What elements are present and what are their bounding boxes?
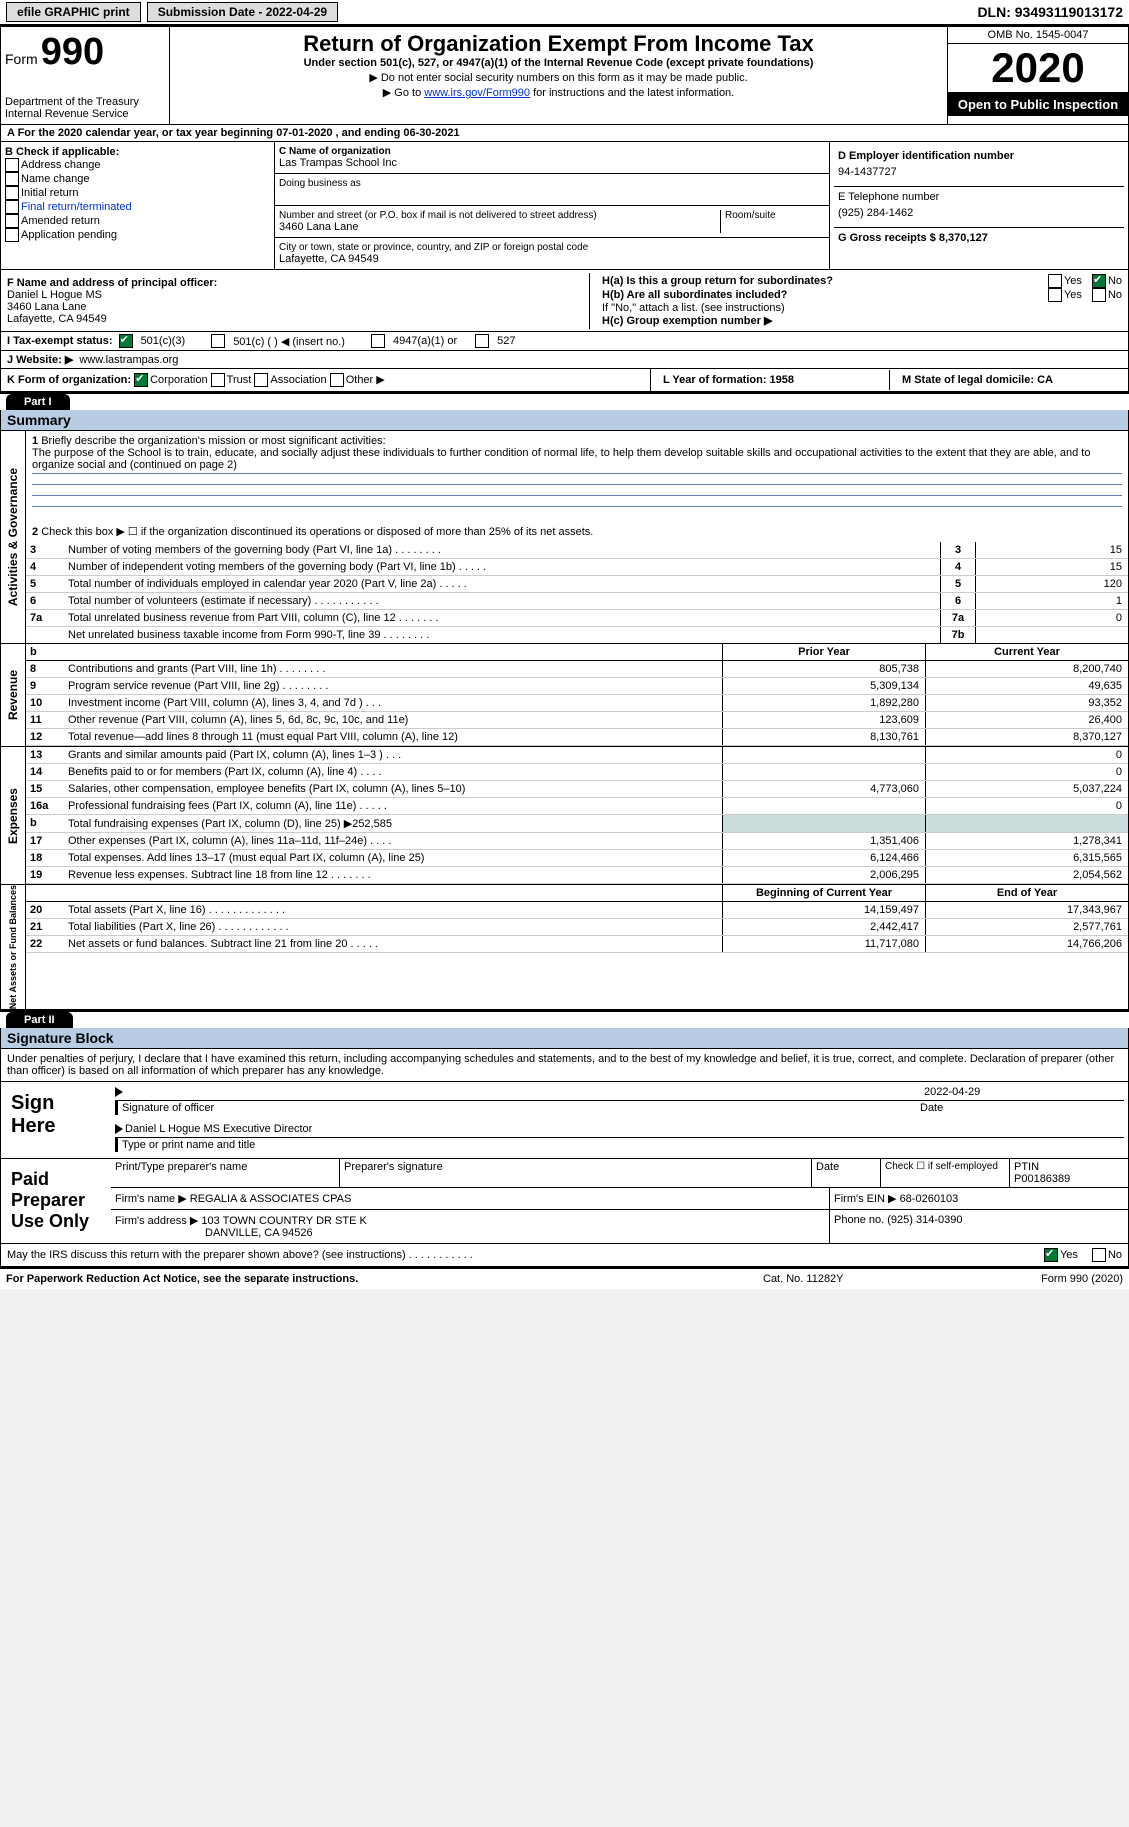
box-c-name: C Name of organization Las Trampas Schoo… bbox=[275, 142, 829, 174]
cb-501c3[interactable] bbox=[119, 334, 133, 348]
h-a-no-checkbox[interactable] bbox=[1092, 274, 1106, 288]
box-e-phone: E Telephone number (925) 284-1462 bbox=[834, 187, 1124, 228]
row-a-tax-year: A For the 2020 calendar year, or tax yea… bbox=[0, 125, 1129, 142]
form-header: Form 990 Department of the Treasury Inte… bbox=[0, 26, 1129, 125]
row-i-tax-status: I Tax-exempt status: 501(c)(3) 501(c) ( … bbox=[0, 332, 1129, 351]
paid-preparer-label: Paid Preparer Use Only bbox=[1, 1159, 111, 1243]
cb-name-change[interactable]: Name change bbox=[5, 172, 270, 186]
top-bar: efile GRAPHIC print Submission Date - 20… bbox=[0, 0, 1129, 26]
discuss-row: May the IRS discuss this return with the… bbox=[1, 1243, 1128, 1266]
efile-print-button[interactable]: efile GRAPHIC print bbox=[6, 2, 141, 22]
cb-corporation[interactable] bbox=[134, 373, 148, 387]
form-subtitle: Under section 501(c), 527, or 4947(a)(1)… bbox=[174, 57, 943, 69]
perjury-declaration: Under penalties of perjury, I declare th… bbox=[1, 1049, 1128, 1081]
part1-title: Summary bbox=[0, 410, 1129, 431]
discuss-yes-cb[interactable] bbox=[1044, 1248, 1058, 1262]
part1-header: Part I bbox=[6, 394, 70, 410]
omb-number: OMB No. 1545-0047 bbox=[948, 27, 1128, 44]
box-g-receipts: G Gross receipts $ 8,370,127 bbox=[834, 228, 1124, 248]
row-klm: K Form of organization: Corporation Trus… bbox=[0, 369, 1129, 392]
open-inspection: Open to Public Inspection bbox=[948, 93, 1128, 116]
box-f-officer: F Name and address of principal officer:… bbox=[1, 273, 590, 329]
line-2: 2 Check this box ▶ ☐ if the organization… bbox=[26, 521, 1128, 542]
form-word: Form bbox=[5, 51, 38, 67]
cb-initial-return[interactable]: Initial return bbox=[5, 186, 270, 200]
col-prior-year: Prior Year bbox=[722, 644, 925, 660]
dept-label: Department of the Treasury Internal Reve… bbox=[5, 96, 165, 120]
page-footer: For Paperwork Reduction Act Notice, see … bbox=[0, 1267, 1129, 1289]
sign-here-label: Sign Here bbox=[1, 1082, 111, 1158]
form-number: 990 bbox=[41, 31, 104, 73]
cb-address-change[interactable]: Address change bbox=[5, 158, 270, 172]
row-j-website: J Website: ▶ www.lastrampas.org bbox=[0, 351, 1129, 369]
side-netassets: Net Assets or Fund Balances bbox=[8, 885, 18, 1009]
box-h: H(a) Is this a group return for subordin… bbox=[596, 270, 1128, 331]
header-line-2: ▶ Go to www.irs.gov/Form990 for instruct… bbox=[174, 86, 943, 99]
col-current-year: Current Year bbox=[925, 644, 1128, 660]
irs-link[interactable]: www.irs.gov/Form990 bbox=[424, 87, 530, 99]
form-title: Return of Organization Exempt From Incom… bbox=[174, 31, 943, 57]
dln-label: DLN: 93493119013172 bbox=[977, 4, 1123, 20]
mission-text: The purpose of the School is to train, e… bbox=[32, 447, 1090, 471]
box-b: B Check if applicable: Address change Na… bbox=[1, 142, 275, 269]
box-d-ein: D Employer identification number 94-1437… bbox=[834, 146, 1124, 187]
side-activities: Activities & Governance bbox=[6, 468, 20, 606]
header-line-1: ▶ Do not enter social security numbers o… bbox=[174, 71, 943, 84]
side-revenue: Revenue bbox=[6, 670, 20, 720]
box-c-city: City or town, state or province, country… bbox=[275, 238, 829, 269]
box-c-dba: Doing business as bbox=[275, 174, 829, 206]
side-expenses: Expenses bbox=[6, 788, 20, 844]
cb-final-return[interactable]: Final return/terminated bbox=[5, 200, 270, 214]
part2-title: Signature Block bbox=[0, 1028, 1129, 1049]
box-c-address: Number and street (or P.O. box if mail i… bbox=[275, 206, 829, 238]
tax-year: 2020 bbox=[948, 44, 1128, 93]
part2-header: Part II bbox=[6, 1012, 73, 1028]
cb-application-pending[interactable]: Application pending bbox=[5, 228, 270, 242]
submission-date-button[interactable]: Submission Date - 2022-04-29 bbox=[147, 2, 338, 22]
cb-amended[interactable]: Amended return bbox=[5, 214, 270, 228]
